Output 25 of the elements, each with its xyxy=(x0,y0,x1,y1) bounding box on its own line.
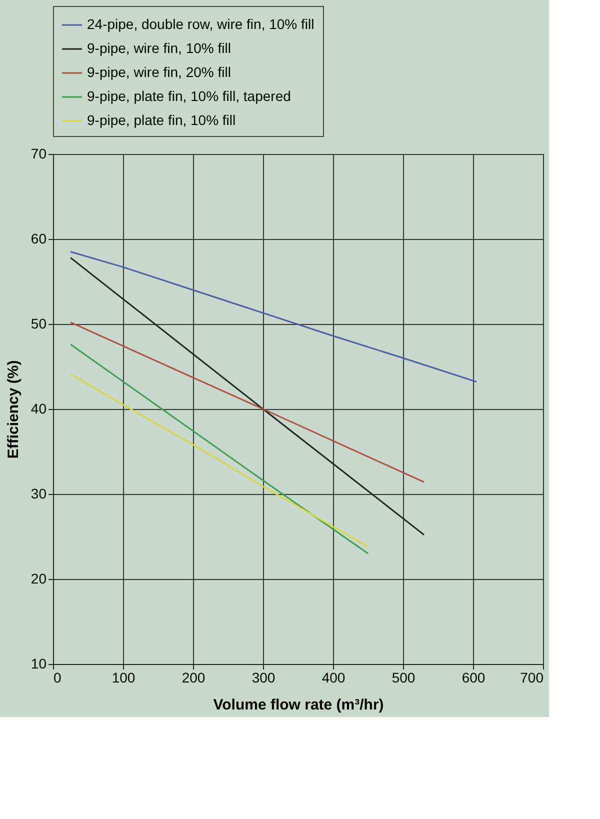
legend-label: 9-pipe, wire fin, 10% fill xyxy=(87,40,231,56)
y-tick-label: 30 xyxy=(30,486,47,502)
x-tick-label: 600 xyxy=(462,670,486,686)
x-tick-label: 200 xyxy=(182,670,206,686)
y-tick-label: 40 xyxy=(30,400,47,416)
x-tick-label: 700 xyxy=(520,670,544,686)
x-tick-label: 0 xyxy=(54,670,62,686)
y-tick-label: 60 xyxy=(30,230,47,246)
legend-label: 9-pipe, plate fin, 10% fill xyxy=(87,112,236,128)
legend-label: 9-pipe, plate fin, 10% fill, tapered xyxy=(87,88,291,104)
y-axis-title: Efficiency (%) xyxy=(4,360,22,459)
x-tick-label: 500 xyxy=(392,670,416,686)
y-tick-label: 10 xyxy=(30,656,47,672)
line-series xyxy=(70,251,478,383)
y-tick-label: 50 xyxy=(30,316,47,332)
y-tick-label: 20 xyxy=(30,570,47,586)
legend-label: 9-pipe, wire fin, 20% fill xyxy=(87,64,231,80)
y-tick-label: 70 xyxy=(30,146,47,162)
x-tick-label: 300 xyxy=(252,670,276,686)
line-series xyxy=(70,322,425,483)
line-series xyxy=(70,373,369,548)
x-tick-label: 100 xyxy=(112,670,136,686)
x-tick-label: 400 xyxy=(322,670,346,686)
x-axis-title: Volume flow rate (m³/hr) xyxy=(213,696,384,714)
legend-label: 24-pipe, double row, wire fin, 10% fill xyxy=(87,16,314,32)
